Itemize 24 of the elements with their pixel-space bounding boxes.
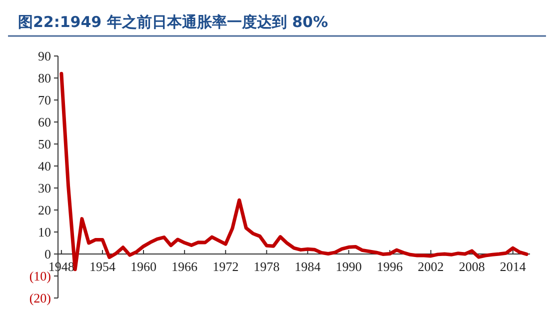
y-tick-label: 80 [38, 70, 51, 86]
x-tick-label: 2008 [458, 259, 485, 274]
x-tick-label: 1966 [172, 259, 198, 274]
x-tick-label: 1978 [254, 259, 280, 274]
x-tick-label: 1984 [294, 259, 322, 274]
x-tick-label: 2002 [418, 259, 444, 274]
y-tick-label: 60 [38, 114, 51, 130]
chart-title: 图22:1949 年之前日本通胀率一度达到 80% [18, 13, 328, 31]
y-tick-label: 30 [38, 180, 51, 196]
y-tick-label: 50 [38, 136, 51, 152]
x-tick-label: 1972 [212, 259, 239, 274]
y-tick-label: 20 [38, 202, 51, 218]
y-tick-label: 40 [38, 158, 51, 174]
y-tick-label: 0 [44, 246, 51, 262]
y-tick-label: (10) [29, 268, 51, 284]
x-tick-label: 1996 [376, 259, 404, 274]
y-tick-label: 90 [38, 48, 51, 64]
x-tick-label: 1954 [89, 259, 116, 274]
x-tick-label: 1990 [336, 259, 362, 274]
x-tick-label: 1960 [130, 259, 157, 274]
y-tick-label: 10 [38, 224, 51, 240]
y-tick-label: (20) [29, 290, 51, 306]
y-tick-label: 70 [38, 92, 51, 108]
x-tick-label: 2014 [500, 259, 526, 274]
